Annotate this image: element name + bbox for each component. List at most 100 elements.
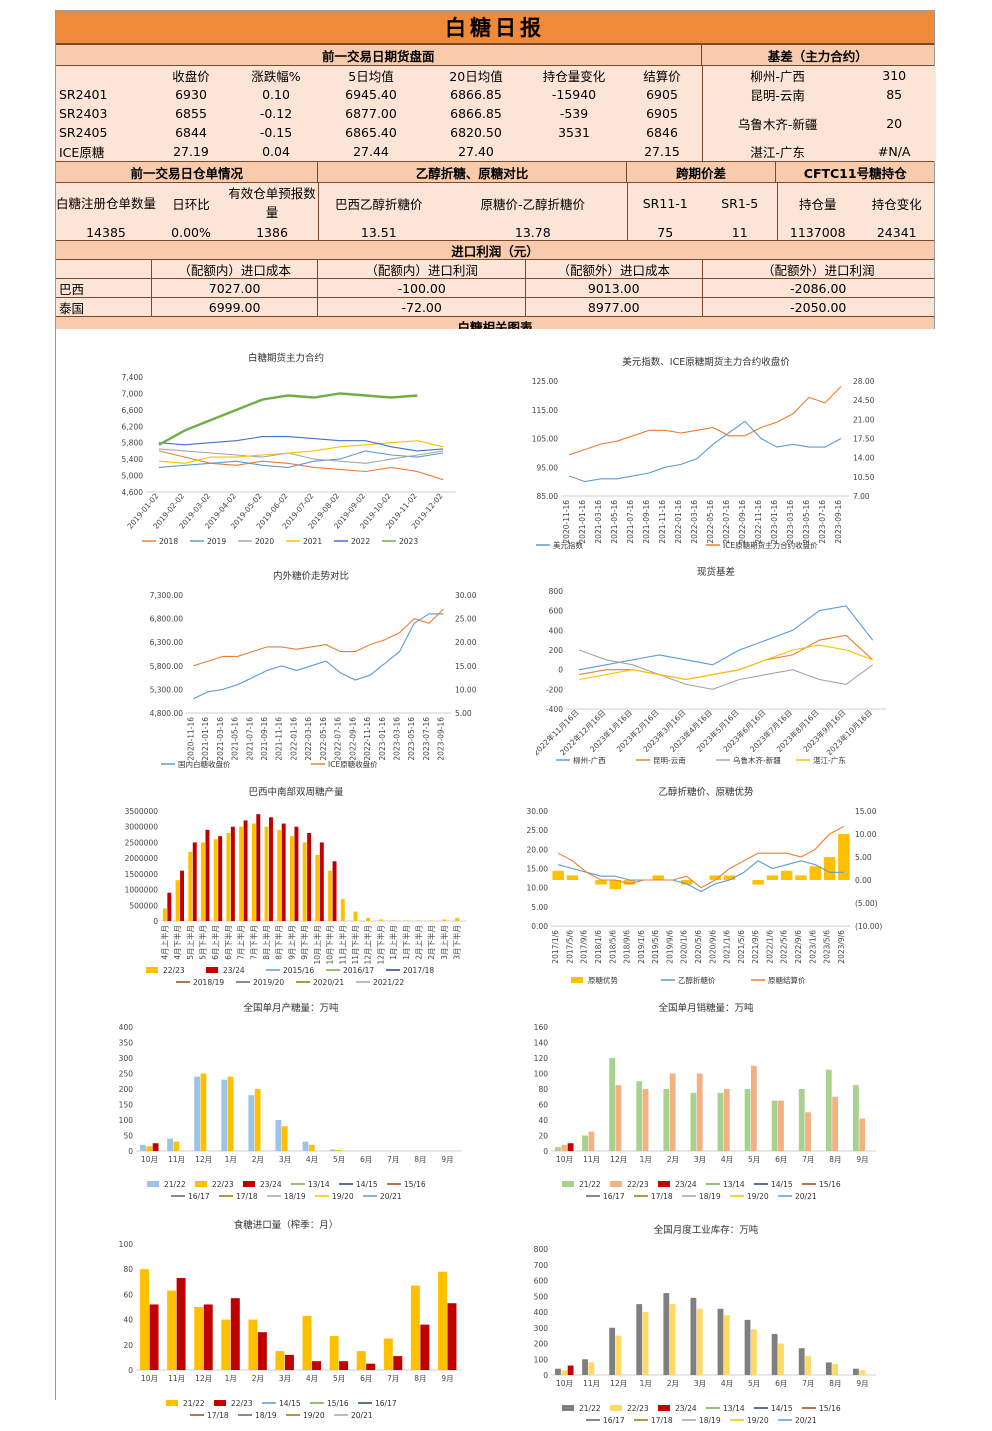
y-tick-label: 15.00 [527, 865, 549, 874]
legend-label: 原糖优势 [588, 975, 618, 985]
bar [771, 1100, 778, 1151]
futures-table: 收盘价 涨跌幅% 5日均值 20日均值 持仓量变化 结算价 SR2401 693… [56, 66, 702, 161]
bar [146, 1146, 153, 1151]
area-segment [766, 875, 779, 880]
x-tick-label: 2022/9/6 [794, 930, 803, 964]
legend-swatch [658, 1405, 670, 1411]
cftc-v1: 1137008 [789, 224, 846, 240]
legend-label: 22/23 [231, 1399, 253, 1408]
legend-label: 22/23 [212, 1180, 234, 1189]
x-tick-label: 1月 [225, 1155, 237, 1164]
y-tick-label: 6,800.00 [150, 615, 184, 624]
import-col: （配额外）进口成本 [524, 260, 702, 278]
x-tick-label: 5月下半月 [197, 925, 207, 960]
y2-tick-label: 10.50 [853, 473, 875, 482]
y-tick-label: -200 [546, 685, 563, 694]
cell: -0.15 [259, 125, 293, 140]
chart-title: 全国单月产糖量：万吨 [243, 1002, 339, 1014]
bar [805, 1112, 811, 1151]
legend-label: 13/14 [723, 1404, 745, 1413]
bar [442, 919, 447, 921]
x-tick-label: 2019/9/6 [665, 930, 674, 964]
series-line [579, 649, 874, 690]
chart-brazil-production: 巴西中南部双周糖产量 3500000 3000000 2500000 2000000 15… [116, 781, 476, 991]
y-tick-label: 5,300.00 [150, 685, 184, 694]
cell: -2086.00 [701, 279, 934, 297]
area-segment [823, 857, 836, 880]
bar [410, 1285, 420, 1370]
bar [852, 1085, 859, 1151]
y-tick-label: 5,800.00 [150, 662, 184, 671]
futures-col-oi-change: 持仓量变化 [542, 69, 606, 84]
legend-label: 19/20 [747, 1192, 769, 1201]
bar [391, 920, 396, 921]
legend-label: 2018/19 [193, 978, 224, 987]
x-tick-label: 12月 [195, 1155, 212, 1164]
y-tick-label: 1500000 [125, 870, 159, 879]
x-tick-label: 2021/1/6 [723, 930, 732, 964]
legend-label: 18/19 [699, 1416, 721, 1425]
legend-label: 20/21 [351, 1411, 373, 1420]
chart-svg: 现货基差8006004002000-200-4002022年11月16日2022… [536, 566, 886, 765]
legend-label: 15/16 [327, 1399, 349, 1408]
y-tick-label: 400 [119, 1023, 134, 1032]
bar [356, 1351, 366, 1370]
cell: 3531 [558, 125, 590, 140]
x-tick-label: 10月下半月 [325, 925, 335, 965]
bar [277, 829, 282, 921]
futures-col-ma5: 5日均值 [348, 69, 394, 84]
x-tick-label: 2021-11-16 [658, 500, 667, 544]
bar [328, 870, 333, 921]
x-tick-label: 5月 [748, 1155, 760, 1164]
area-segment [709, 875, 721, 880]
legend-swatch [147, 1181, 159, 1187]
bar [642, 1312, 649, 1375]
y-tick-label: 1000000 [125, 886, 159, 895]
x-tick-label: 9月 [856, 1155, 868, 1164]
bar [269, 817, 273, 921]
legend-label: 17/18 [651, 1416, 673, 1425]
x-tick-label: 2022-07-16 [722, 500, 731, 544]
y-tick-label: 80 [123, 1265, 133, 1274]
cell: 6866.85 [450, 87, 502, 102]
area-segment [795, 875, 807, 880]
x-tick-label: 2017/1/6 [551, 930, 560, 964]
warehouse-v2: 0.00% [171, 224, 211, 240]
bar [294, 826, 299, 921]
y2-tick-label: 5.00 [855, 853, 872, 862]
bar [257, 1332, 267, 1370]
chart-svg: 全国单月产糖量：万吨 400 350 300 250 200 150 100 50 0 10月 11月… [119, 1002, 461, 1201]
legend-swatch [562, 1405, 574, 1411]
cell: -2050.00 [701, 298, 934, 316]
cftc-table: 持仓量 持仓变化 1137008 24341 [777, 183, 936, 240]
cftc-h1: 持仓量 [798, 196, 837, 212]
y-tick-label: 100 [119, 1240, 134, 1249]
bar [230, 1298, 240, 1370]
import-header-row: （配额内）进口成本 （配额内）进口利润 （配额外）进口成本 （配额外）进口利润 [56, 260, 934, 279]
legend-label: 20/21 [380, 1192, 402, 1201]
bar [859, 1370, 866, 1375]
legend-swatch [214, 1400, 226, 1406]
area-segment [552, 870, 564, 880]
bar [289, 836, 294, 921]
bar [555, 1147, 561, 1151]
bar [275, 1120, 282, 1151]
x-tick-label: 4月 [721, 1379, 733, 1388]
chart-svg: 白糖期货主力合约 7,400 7,000 6,600 6,200 5,800 5,400 5,… [122, 352, 456, 546]
x-tick-label: 10月 [141, 1155, 158, 1164]
legend-swatch [146, 967, 158, 973]
y-tick-label: 700 [534, 1261, 549, 1270]
bar [825, 1069, 832, 1151]
spread-title: 跨期价差 [625, 162, 776, 182]
cell: 6844 [175, 125, 207, 140]
contract-name: SR2403 [59, 106, 108, 121]
cell: 7027.00 [150, 279, 318, 297]
cell: -72.00 [317, 298, 525, 316]
legend-label: 2019 [207, 537, 226, 546]
y-tick-label: 80 [538, 1085, 548, 1094]
x-tick-label: 8月 [414, 1155, 426, 1164]
x-tick-label: 5月 [333, 1374, 345, 1383]
x-tick-label: 2021-03-16 [216, 717, 225, 761]
warehouse-title: 前一交易日仓单情况 [56, 162, 318, 182]
legend-swatch [658, 1181, 670, 1187]
